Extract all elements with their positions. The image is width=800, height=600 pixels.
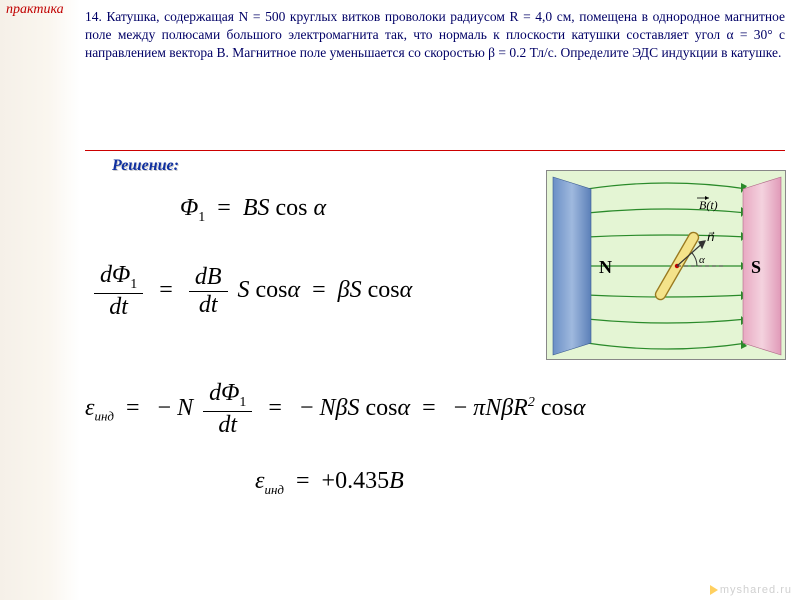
equation-dflux-dt: dΦ1 dt = dB dt S cosα = βS cosα bbox=[90, 262, 412, 321]
eq3-sq: 2 bbox=[528, 395, 535, 410]
eq4-unit: B bbox=[389, 468, 404, 494]
eq3-eq2: = bbox=[262, 395, 288, 421]
eq2-S2: S bbox=[350, 277, 362, 303]
eq1-equals: = bbox=[211, 195, 237, 221]
alpha-arc bbox=[692, 253, 697, 266]
eq1-alpha: α bbox=[314, 195, 327, 221]
watermark-text: myshared.ru bbox=[720, 584, 792, 596]
eq3-minus3: − bbox=[448, 395, 474, 421]
equation-flux: Φ1 = BS cos α bbox=[180, 195, 326, 226]
magnetic-field-diagram: N S n⃗ α B(t) bbox=[546, 170, 786, 360]
eq1-bs: BS bbox=[243, 195, 270, 221]
equation-emf: εинд = −N dΦ1 dt = −NβS cosα = −πNβR2 co… bbox=[85, 380, 585, 439]
n-label: N bbox=[599, 257, 612, 277]
divider bbox=[85, 150, 785, 151]
eq2-mid-den: dt bbox=[189, 292, 228, 319]
eq3-ind: инд bbox=[94, 409, 114, 424]
n-vec-label: n⃗ bbox=[707, 230, 715, 244]
eq3-minus1: − bbox=[152, 395, 178, 421]
eq2-mid-num: dB bbox=[189, 264, 228, 292]
eq3-eq1: = bbox=[120, 395, 146, 421]
eq4-ind: инд bbox=[264, 482, 284, 497]
eq3-cos: cos bbox=[365, 395, 397, 421]
eq1-sub: 1 bbox=[198, 210, 205, 225]
equation-result: εинд = +0.435B bbox=[255, 468, 404, 498]
solution-heading: Решение: bbox=[112, 157, 179, 175]
eq1-phi: Φ bbox=[180, 195, 198, 221]
play-icon bbox=[710, 585, 718, 595]
practice-label: практика bbox=[6, 2, 64, 18]
eq2-eq2: = bbox=[306, 277, 332, 303]
eq3-NbR: NβR bbox=[485, 395, 528, 421]
pole-n bbox=[553, 177, 591, 355]
eq2-S: S bbox=[238, 277, 250, 303]
eq2-num: dΦ bbox=[100, 262, 130, 288]
eq3-alpha3: α bbox=[573, 395, 586, 421]
alpha-label: α bbox=[699, 254, 705, 266]
eq2-cos2: cos bbox=[368, 277, 400, 303]
eq2-alpha: α bbox=[288, 277, 301, 303]
eq3-pi: π bbox=[473, 395, 485, 421]
eq2-eq1: = bbox=[153, 277, 179, 303]
eq3-num-sub: 1 bbox=[239, 395, 246, 410]
eq3-cos3: cos bbox=[541, 395, 573, 421]
problem-statement: 14. Катушка, содержащая N = 500 круглых … bbox=[85, 8, 785, 63]
diagram-svg: N S n⃗ α B(t) bbox=[547, 171, 787, 361]
eq3-num: dΦ bbox=[209, 380, 239, 406]
eq2-alpha2: α bbox=[400, 277, 413, 303]
s-label: S bbox=[751, 257, 761, 277]
eq4-eq: = bbox=[290, 468, 316, 494]
b-label: B(t) bbox=[699, 198, 718, 212]
eq2-den: dt bbox=[94, 294, 143, 321]
watermark: myshared.ru bbox=[710, 584, 792, 596]
eq2-cos: cos bbox=[256, 277, 288, 303]
eq3-N: N bbox=[177, 395, 193, 421]
eq3-alpha: α bbox=[397, 395, 410, 421]
eq2-beta: β bbox=[338, 277, 350, 303]
eq3-mid: NβS bbox=[319, 395, 359, 421]
eq2-mid-frac: dB dt bbox=[189, 264, 228, 319]
page-gradient-decor bbox=[0, 0, 80, 600]
eq1-cos: cos bbox=[276, 195, 308, 221]
eq4-val: +0.435 bbox=[322, 468, 390, 494]
eq3-den: dt bbox=[203, 412, 252, 439]
eq3-minus2: − bbox=[294, 395, 320, 421]
eq3-frac: dΦ1 dt bbox=[203, 380, 252, 439]
pole-s bbox=[743, 177, 781, 355]
eq3-eq3: = bbox=[416, 395, 442, 421]
eq2-lhs-frac: dΦ1 dt bbox=[94, 262, 143, 321]
eq2-num-sub: 1 bbox=[130, 277, 137, 292]
